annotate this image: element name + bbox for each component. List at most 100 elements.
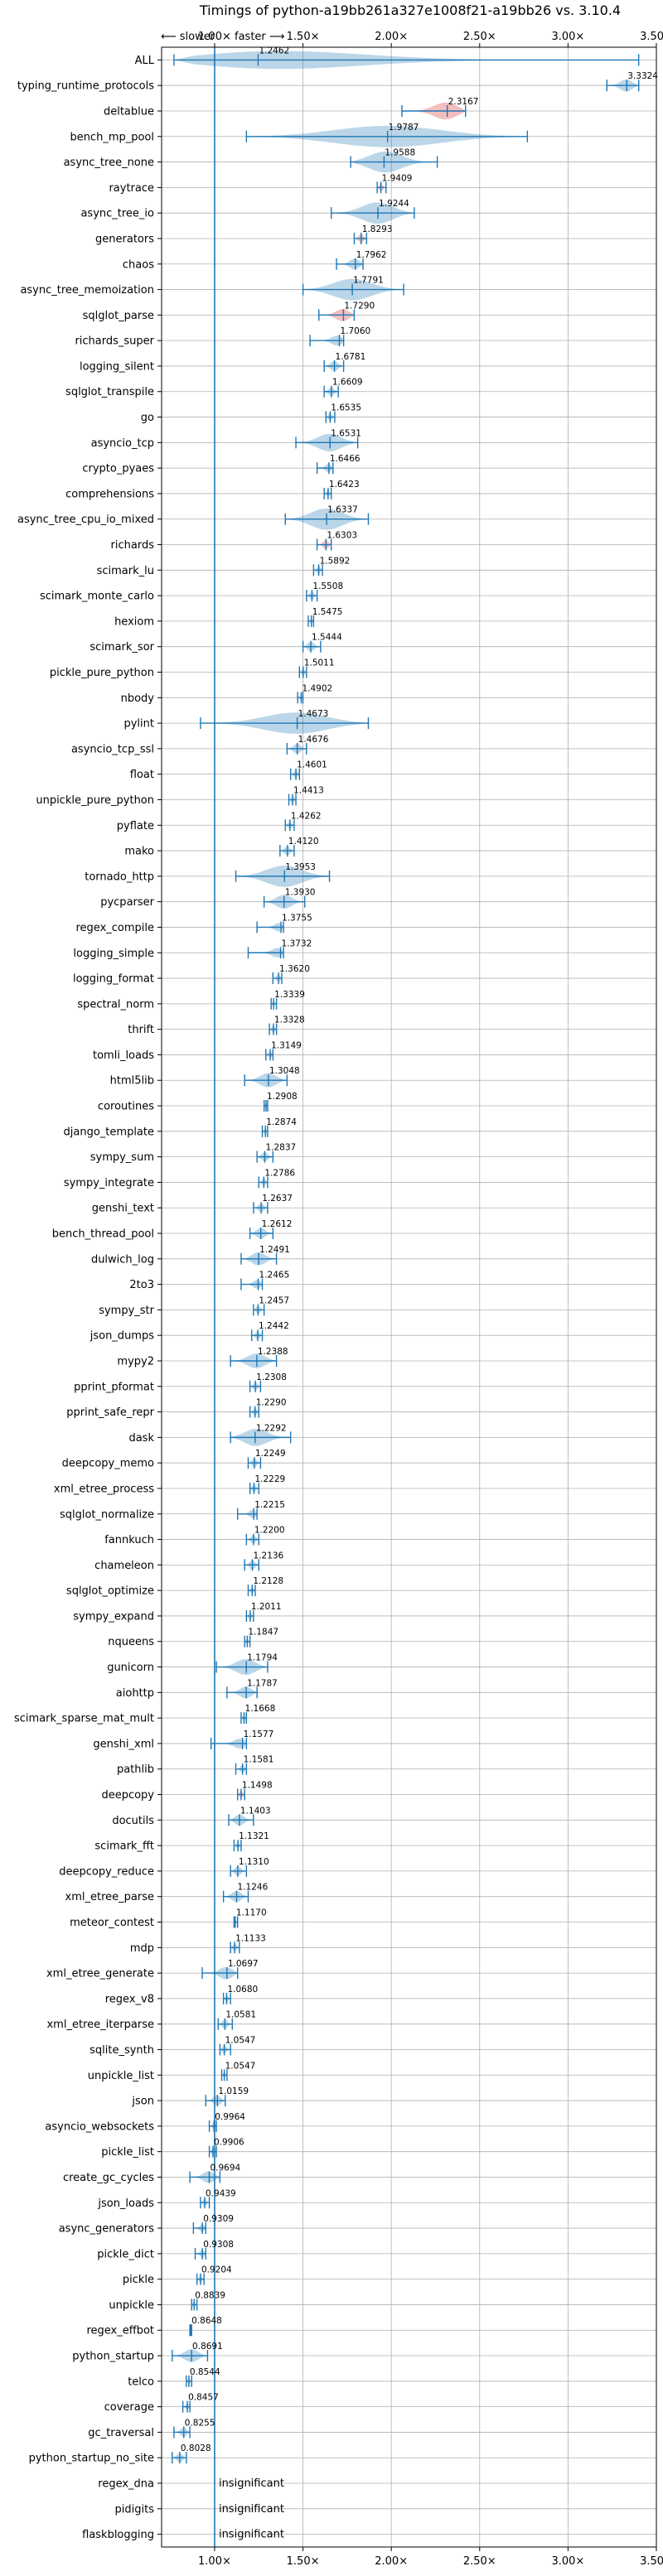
category-label: tomli_loads [93,1049,154,1062]
value-label: 1.2786 [264,1168,295,1178]
category-label: xml_etree_generate [46,1968,154,1980]
category-label: unpickle_list [88,2070,154,2082]
category-label: ALL [135,55,155,67]
value-label: 1.1787 [247,1678,278,1688]
category-label: json [131,2096,154,2108]
value-label: 0.8648 [191,2316,222,2326]
value-label: 1.0697 [228,1959,259,1969]
value-label: 1.2874 [266,1117,297,1127]
value-label: 1.5475 [312,607,343,617]
category-label: 2to3 [129,1279,154,1291]
category-label: xml_etree_iterparse [46,2019,154,2031]
axis-ticks: 1.00× 1.00× 1.50× 1.50× 2.00× 2.00× 2.50× 2.50×… [157,31,663,2568]
value-label: 0.8839 [195,2290,225,2300]
category-label: deepcopy_reduce [59,1865,154,1878]
violins [172,47,640,2547]
value-label: 1.1321 [239,1831,269,1841]
category-label: dulwich_log [91,1253,154,1266]
category-label: unpickle_pure_python [36,794,154,807]
value-label: 1.2908 [267,1092,298,1102]
value-label: 1.5444 [312,633,342,643]
x-tick-label-bottom: 3.50× [640,2555,663,2568]
value-label: 1.0159 [218,2086,249,2096]
category-label: pickle_dict [97,2248,154,2260]
category-label: async_tree_none [64,157,154,169]
category-label: asyncio_tcp_ssl [71,743,154,755]
x-tick-label-top: 1.50× [287,31,320,43]
category-label: unpickle [109,2299,154,2312]
category-label: fannkuch [104,1534,154,1546]
category-label: pycparser [100,896,154,909]
value-label: 1.2136 [254,1551,284,1561]
category-label: create_gc_cycles [63,2172,154,2184]
category-label: scimark_sparse_mat_mult [14,1713,154,1725]
category-label: dask [128,1432,154,1445]
value-label: 1.4601 [297,760,327,770]
category-label: async_generators [59,2223,155,2236]
value-label: 1.2290 [256,1398,287,1408]
x-tick-label-bottom: 2.00× [375,2555,408,2568]
category-label: float [130,769,154,781]
category-label: sympy_sum [90,1151,154,1164]
value-label: 1.2229 [254,1474,285,1484]
category-label: regex_v8 [105,1993,154,2005]
x-tick-label-top: 3.50× [640,31,663,43]
value-label: 1.2462 [259,46,289,55]
value-label: 0.8255 [185,2418,215,2428]
value-label: 0.9906 [214,2138,244,2148]
value-label: 1.2011 [251,1602,282,1612]
category-label: async_tree_cpu_io_mixed [17,514,154,526]
value-label: 1.2128 [253,1576,283,1586]
category-label: richards [111,539,155,552]
category-label: python_startup_no_site [29,2453,154,2465]
value-label: 1.3755 [282,913,312,923]
insignificant-label: insignificant [219,2477,284,2490]
value-label: 1.2457 [259,1295,289,1305]
category-label: sympy_str [99,1305,154,1317]
category-label: genshi_xml [93,1738,154,1750]
category-label: regex_effbot [86,2325,154,2337]
category-label: regex_dna [98,2478,154,2491]
category-label: pathlib [117,1763,154,1776]
category-label: chaos [123,258,154,271]
value-label: 1.1577 [244,1729,274,1739]
value-label: 1.6337 [327,505,358,515]
value-label: 0.9204 [201,2265,232,2275]
value-label: 1.3339 [274,990,305,1000]
category-label: mako [124,846,154,858]
value-label: 1.2388 [258,1347,288,1357]
category-label: coroutines [98,1101,154,1113]
value-label: 0.8028 [181,2443,211,2453]
value-label: 1.2200 [254,1526,285,1536]
value-label: 2.3167 [448,97,479,107]
category-label: django_template [64,1126,154,1138]
category-label: asyncio_websockets [45,2120,154,2133]
value-label: 1.3149 [271,1040,302,1050]
category-label: pickle_pure_python [50,667,154,679]
value-label: 1.5011 [304,658,335,668]
value-label: 1.4673 [298,709,329,719]
value-label: 1.2612 [262,1219,293,1229]
category-labels: ALL typing_runtime_protocols deltablue benc… [14,55,155,2541]
category-label: comprehensions [65,488,154,500]
value-label: 0.8457 [188,2393,219,2403]
category-label: sqlite_synth [90,2044,154,2057]
category-label: nqueens [108,1636,154,1648]
plot-frame [161,46,657,2548]
value-label: 1.3620 [279,964,310,974]
category-label: logging_silent [80,360,154,373]
value-label: 0.9964 [215,2112,245,2122]
value-label: 0.9439 [206,2188,236,2198]
category-label: deepcopy [101,1789,154,1802]
category-label: xml_etree_process [54,1483,154,1495]
value-label: 1.1668 [245,1704,276,1714]
value-label: 1.1581 [244,1755,274,1765]
value-label: 0.9308 [203,2240,234,2250]
category-label: logging_simple [73,948,154,960]
category-label: spectral_norm [77,998,154,1011]
value-label: 1.6535 [331,403,361,413]
value-label: 1.3930 [285,888,316,898]
category-label: regex_compile [75,922,154,934]
category-label: xml_etree_parse [65,1891,154,1903]
value-label: 1.6531 [331,428,361,438]
